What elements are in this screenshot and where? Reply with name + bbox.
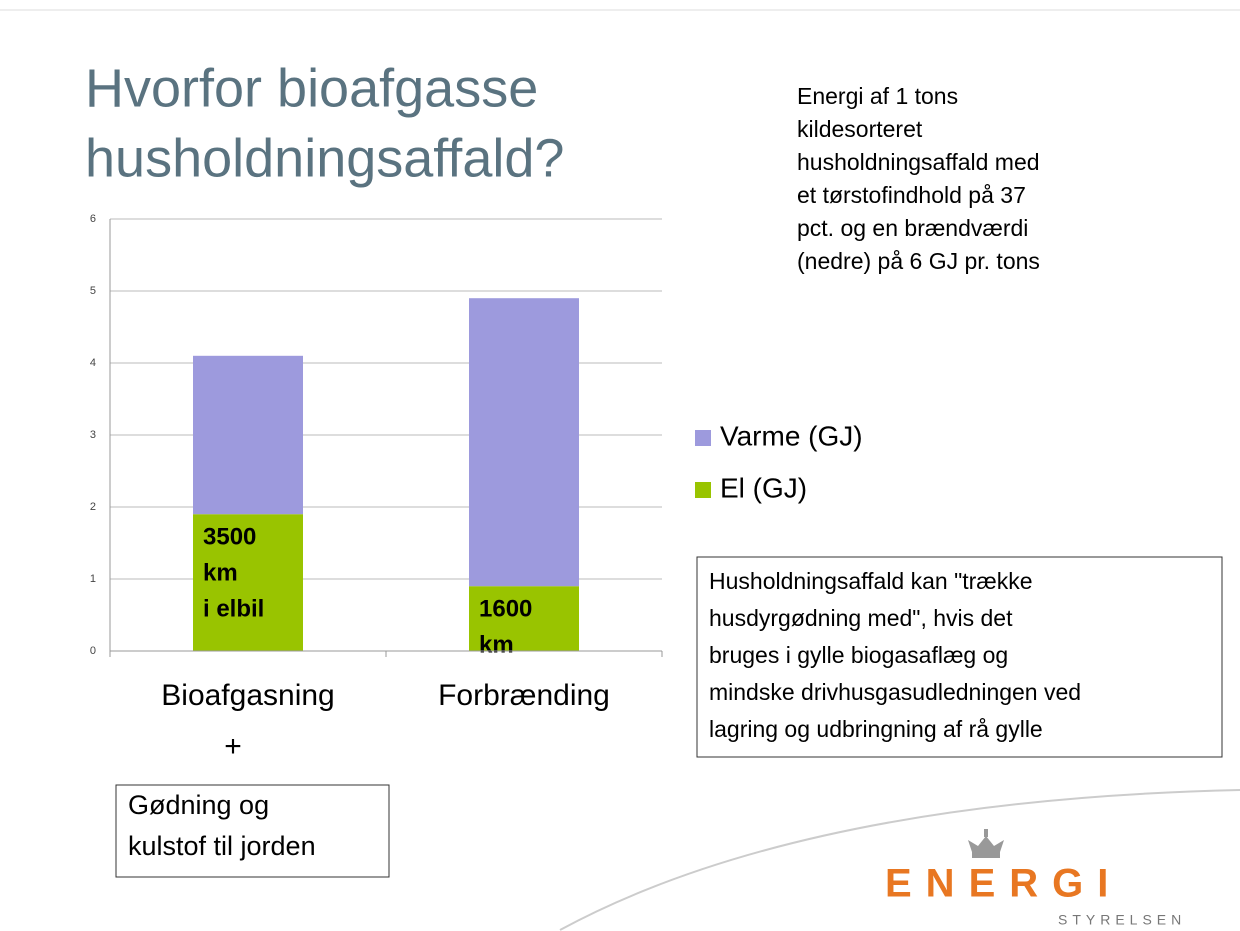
info-box [115,784,390,878]
y-tick-label: 6 [90,213,96,225]
legend-swatch [695,430,711,446]
box-text: Husholdningsaffald kan "trække [709,568,1033,594]
bar-segment [193,355,303,515]
slide-title: husholdningsaffald? [85,128,564,188]
x-tick-label: Forbrænding [438,679,610,712]
legend-label: Varme (GJ) [720,420,863,451]
logo-subtext: STYRELSEN [1058,912,1186,928]
box-text: husdyrgødning med", hvis det [709,605,1013,631]
bar-segment [469,298,579,587]
box-text: mindske drivhusgasudledningen ved [709,679,1081,705]
y-tick-label: 5 [90,285,96,297]
y-tick-label: 1 [90,573,96,585]
note-text: husholdningsaffald med [797,149,1040,175]
note-text: et tørstofindhold på 37 [797,182,1026,208]
plus-sign: + [224,730,242,763]
slide-title: Hvorfor bioafgasse [85,58,538,118]
y-tick-label: 2 [90,501,96,513]
box-text: kulstof til jorden [128,831,316,861]
info-box [696,556,1223,758]
x-tick-label: Bioafgasning [161,679,334,712]
legend-label: El (GJ) [720,472,807,503]
data-annotation: km [479,632,514,659]
note-text: Energi af 1 tons [797,83,958,109]
data-annotation: km [203,560,238,587]
legend-swatch [695,482,711,498]
box-text: Gødning og [128,790,269,820]
y-tick-label: 0 [90,645,96,657]
decor-curve [559,789,1240,931]
data-annotation: 1600 [479,596,532,623]
y-tick-label: 4 [90,357,96,369]
y-tick-label: 3 [90,429,96,441]
logo-text: ENERGI [885,862,1122,906]
bar-segment [193,514,303,651]
note-text: pct. og en brændværdi [797,215,1028,241]
box-text: lagring og udbringning af rå gylle [709,716,1043,742]
crown-icon [968,829,1004,858]
note-text: (nedre) på 6 GJ pr. tons [797,248,1040,274]
data-annotation: 3500 [203,524,256,551]
data-annotation: i elbil [203,596,264,623]
bar-segment [469,586,579,651]
box-text: bruges i gylle biogasaflæg og [709,642,1008,668]
note-text: kildesorteret [797,116,923,142]
